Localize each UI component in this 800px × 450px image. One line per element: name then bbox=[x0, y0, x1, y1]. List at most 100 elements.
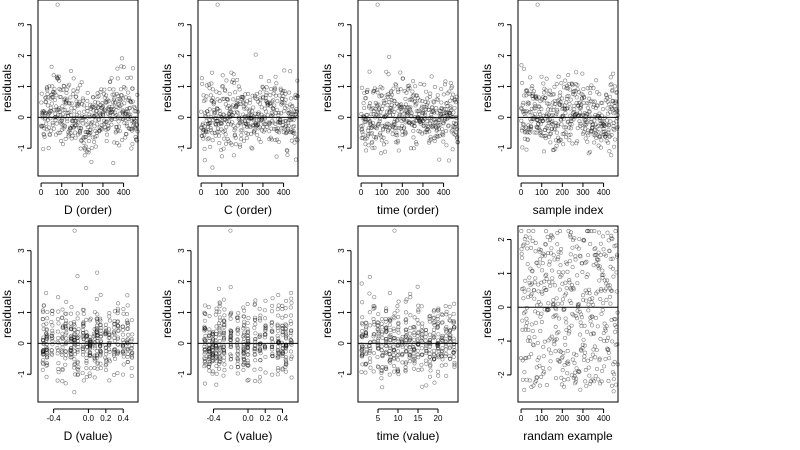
data-point bbox=[129, 366, 134, 371]
data-point bbox=[376, 346, 381, 351]
data-point bbox=[360, 351, 365, 356]
data-point bbox=[120, 372, 126, 377]
data-point bbox=[245, 344, 250, 350]
data-point bbox=[360, 126, 365, 131]
data-point bbox=[278, 120, 283, 125]
data-point bbox=[582, 118, 588, 123]
data-point bbox=[583, 298, 589, 303]
data-point bbox=[384, 69, 389, 74]
data-point bbox=[95, 270, 100, 275]
data-point bbox=[288, 319, 293, 324]
data-point bbox=[563, 135, 569, 140]
data-point bbox=[288, 305, 293, 310]
data-point bbox=[613, 342, 618, 347]
data-point bbox=[204, 83, 209, 88]
data-point bbox=[396, 330, 401, 335]
data-point bbox=[228, 344, 234, 350]
data-point bbox=[375, 110, 381, 115]
data-point bbox=[75, 274, 80, 279]
data-point bbox=[403, 318, 408, 323]
data-point bbox=[419, 304, 424, 309]
data-point bbox=[288, 333, 293, 338]
data-point bbox=[63, 332, 68, 337]
data-point bbox=[243, 121, 249, 127]
data-point bbox=[387, 54, 392, 59]
data-point bbox=[444, 101, 449, 106]
data-point bbox=[368, 131, 373, 136]
data-point bbox=[526, 110, 531, 115]
data-point bbox=[527, 127, 532, 132]
data-point bbox=[524, 355, 529, 361]
data-point bbox=[213, 335, 218, 340]
data-point bbox=[432, 335, 437, 340]
data-point bbox=[575, 273, 580, 278]
data-point bbox=[43, 95, 48, 100]
data-point bbox=[388, 106, 394, 111]
data-point bbox=[549, 334, 554, 339]
data-point bbox=[439, 106, 444, 111]
data-point bbox=[72, 365, 77, 370]
data-point bbox=[600, 368, 605, 374]
data-point bbox=[537, 363, 542, 368]
data-point bbox=[40, 350, 45, 355]
data-point bbox=[439, 105, 444, 111]
data-point bbox=[549, 232, 554, 237]
data-point bbox=[265, 101, 270, 106]
data-point bbox=[98, 292, 103, 297]
data-point bbox=[407, 355, 412, 360]
data-point bbox=[42, 109, 47, 114]
data-point bbox=[240, 128, 245, 133]
data-point bbox=[384, 337, 389, 342]
data-point bbox=[295, 137, 300, 143]
data-point bbox=[382, 123, 387, 128]
data-point bbox=[589, 323, 595, 328]
data-point bbox=[601, 132, 607, 137]
data-point bbox=[129, 146, 134, 151]
data-point bbox=[431, 357, 437, 362]
data-point bbox=[447, 110, 452, 115]
plot-frame bbox=[197, 225, 299, 403]
data-point bbox=[235, 365, 240, 370]
data-point bbox=[256, 137, 262, 142]
data-point bbox=[210, 337, 216, 342]
data-point bbox=[208, 93, 213, 98]
data-point bbox=[610, 256, 615, 261]
data-point bbox=[418, 121, 423, 126]
data-point bbox=[125, 347, 130, 352]
data-point bbox=[291, 117, 296, 123]
data-point bbox=[289, 290, 294, 296]
data-point bbox=[240, 95, 245, 100]
data-point bbox=[228, 331, 233, 336]
data-point bbox=[407, 342, 412, 347]
data-point bbox=[123, 111, 129, 116]
data-point bbox=[125, 326, 130, 331]
data-point bbox=[63, 96, 68, 101]
data-point bbox=[593, 122, 598, 127]
data-point bbox=[276, 355, 281, 360]
data-point bbox=[396, 89, 401, 94]
data-point bbox=[103, 331, 108, 336]
data-point bbox=[523, 114, 528, 119]
data-point bbox=[533, 320, 538, 325]
data-point bbox=[563, 316, 568, 321]
data-point bbox=[129, 318, 134, 323]
data-point bbox=[76, 132, 81, 137]
data-point bbox=[540, 118, 545, 123]
data-point bbox=[72, 352, 78, 357]
data-point bbox=[124, 132, 129, 137]
data-point bbox=[554, 331, 560, 336]
data-point bbox=[607, 249, 612, 254]
data-point bbox=[447, 336, 452, 341]
data-point bbox=[556, 97, 561, 103]
data-point bbox=[417, 98, 422, 103]
data-point bbox=[268, 86, 274, 92]
data-point bbox=[581, 357, 587, 363]
data-point bbox=[279, 126, 284, 131]
data-point bbox=[56, 370, 61, 375]
data-point bbox=[251, 118, 256, 123]
data-point bbox=[282, 118, 287, 123]
data-point bbox=[453, 130, 458, 135]
data-point bbox=[125, 293, 130, 298]
data-point bbox=[208, 144, 213, 149]
data-point bbox=[532, 288, 537, 293]
